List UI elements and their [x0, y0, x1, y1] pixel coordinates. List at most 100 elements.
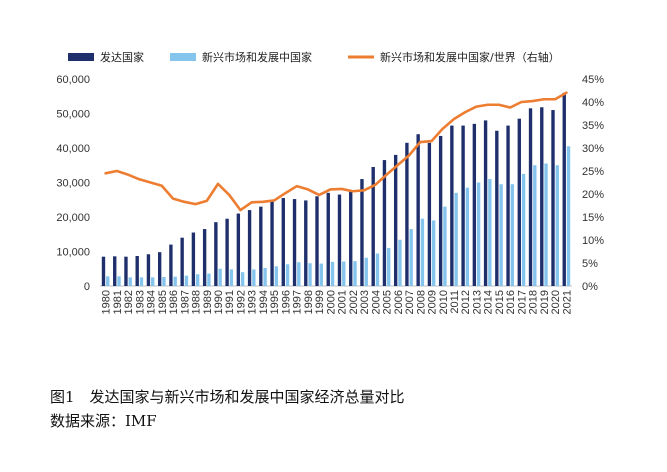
- x-tick-label: 2018: [528, 290, 540, 314]
- left-tick-label: 0: [84, 281, 90, 293]
- bar-emerging: [533, 165, 537, 286]
- right-tick-label: 35%: [582, 120, 604, 132]
- x-tick-label: 2000: [325, 290, 337, 314]
- x-tick-label: 1981: [112, 290, 124, 314]
- x-tick-label: 1994: [258, 290, 270, 314]
- x-tick-label: 2016: [505, 290, 517, 314]
- x-tick-label: 1997: [292, 290, 304, 314]
- legend-label-share: 新兴市场和发展中国家/世界（右轴）: [380, 50, 560, 64]
- bar-developed: [450, 125, 454, 286]
- bar-developed: [180, 237, 184, 286]
- right-tick-label: 5%: [582, 258, 598, 270]
- bar-series: [101, 92, 571, 287]
- bar-emerging: [353, 261, 357, 286]
- x-tick-label: 1992: [235, 290, 247, 314]
- bar-emerging: [330, 261, 335, 286]
- bar-developed: [551, 110, 555, 286]
- left-tick-label: 60,000: [56, 74, 90, 86]
- bar-emerging: [263, 268, 267, 286]
- bar-emerging: [195, 274, 200, 286]
- bar-developed: [528, 108, 533, 286]
- bar-developed: [135, 255, 139, 286]
- bar-developed: [157, 252, 162, 286]
- x-tick-label: 1984: [146, 290, 158, 314]
- x-tick-label: 2013: [471, 290, 483, 314]
- legend: 发达国家 新兴市场和发展中国家 新兴市场和发展中国家/世界（右轴）: [68, 50, 560, 64]
- bar-developed: [427, 142, 432, 286]
- bar-developed: [101, 256, 106, 286]
- bar-emerging: [173, 276, 177, 286]
- bar-emerging: [521, 173, 526, 286]
- left-tick-label: 10,000: [56, 247, 90, 259]
- bar-developed: [146, 254, 151, 286]
- bar-emerging: [465, 187, 470, 286]
- left-axis: 0 10,000 20,000 30,000 40,000 50,000 60,000: [56, 74, 90, 293]
- right-tick-label: 45%: [582, 74, 604, 86]
- bar-developed: [247, 210, 252, 286]
- left-tick-label: 30,000: [56, 178, 90, 190]
- bar-emerging: [117, 276, 121, 286]
- bar-developed: [124, 256, 128, 286]
- left-tick-label: 40,000: [56, 143, 90, 155]
- x-tick-label: 2021: [561, 290, 573, 314]
- bar-emerging: [139, 277, 144, 286]
- legend-swatch-emerging: [170, 53, 196, 61]
- x-tick-label: 2006: [393, 290, 405, 314]
- right-tick-label: 30%: [582, 143, 604, 155]
- x-tick-label: 2019: [539, 290, 551, 314]
- right-tick-label: 40%: [582, 97, 604, 109]
- x-tick-label: 1985: [157, 290, 169, 314]
- bar-developed: [506, 125, 510, 286]
- bar-developed: [270, 201, 274, 286]
- x-tick-label: 2003: [359, 290, 371, 314]
- bar-emerging: [387, 248, 391, 286]
- bar-emerging: [398, 239, 402, 286]
- data-source: 数据来源：IMF: [50, 412, 157, 430]
- chart: 发达国家 新兴市场和发展中国家 新兴市场和发展中国家/世界（右轴） 0 10,00…: [56, 50, 604, 314]
- x-tick-label: 1995: [269, 290, 281, 314]
- x-tick-label: 1987: [179, 290, 191, 314]
- x-tick-label: 1982: [123, 290, 135, 314]
- bar-emerging: [106, 276, 110, 286]
- x-tick-label: 1996: [280, 290, 292, 314]
- x-tick-label: 1993: [247, 290, 259, 314]
- x-tick-label: 2014: [483, 290, 495, 314]
- bar-emerging: [375, 253, 380, 286]
- bar-emerging: [297, 262, 301, 286]
- legend-label-developed: 发达国家: [100, 50, 144, 64]
- bar-developed: [326, 192, 330, 286]
- bar-emerging: [409, 229, 413, 286]
- x-tick-label: 1983: [134, 290, 146, 314]
- bar-emerging: [207, 273, 211, 286]
- bar-developed: [483, 120, 488, 287]
- x-tick-label: 2004: [370, 290, 382, 314]
- x-tick-label: 2017: [516, 290, 528, 314]
- x-tick-label: 1990: [213, 290, 225, 314]
- bar-developed: [259, 206, 263, 286]
- bar-emerging: [488, 179, 492, 286]
- bar-developed: [360, 179, 364, 286]
- bar-emerging: [566, 146, 571, 286]
- x-tick-label: 2001: [337, 290, 349, 314]
- bar-developed: [540, 107, 544, 286]
- bar-developed: [236, 213, 241, 286]
- left-tick-label: 50,000: [56, 109, 90, 121]
- x-tick-label: 1989: [202, 290, 214, 314]
- right-tick-label: 25%: [582, 166, 604, 178]
- bar-emerging: [218, 268, 222, 286]
- bar-developed: [225, 218, 229, 286]
- x-tick-label: 2008: [415, 290, 427, 314]
- bar-developed: [416, 134, 420, 286]
- x-tick-label: 2002: [348, 290, 360, 314]
- bar-developed: [517, 118, 521, 286]
- x-tick-label: 1988: [191, 290, 203, 314]
- bar-emerging: [342, 261, 346, 286]
- bar-developed: [472, 123, 477, 286]
- bar-developed: [438, 135, 443, 286]
- bar-emerging: [308, 263, 312, 286]
- bar-developed: [169, 244, 173, 286]
- bar-developed: [202, 229, 207, 286]
- x-tick-label: 2011: [449, 290, 461, 314]
- bar-developed: [113, 256, 117, 286]
- x-tick-label: 2012: [460, 290, 472, 314]
